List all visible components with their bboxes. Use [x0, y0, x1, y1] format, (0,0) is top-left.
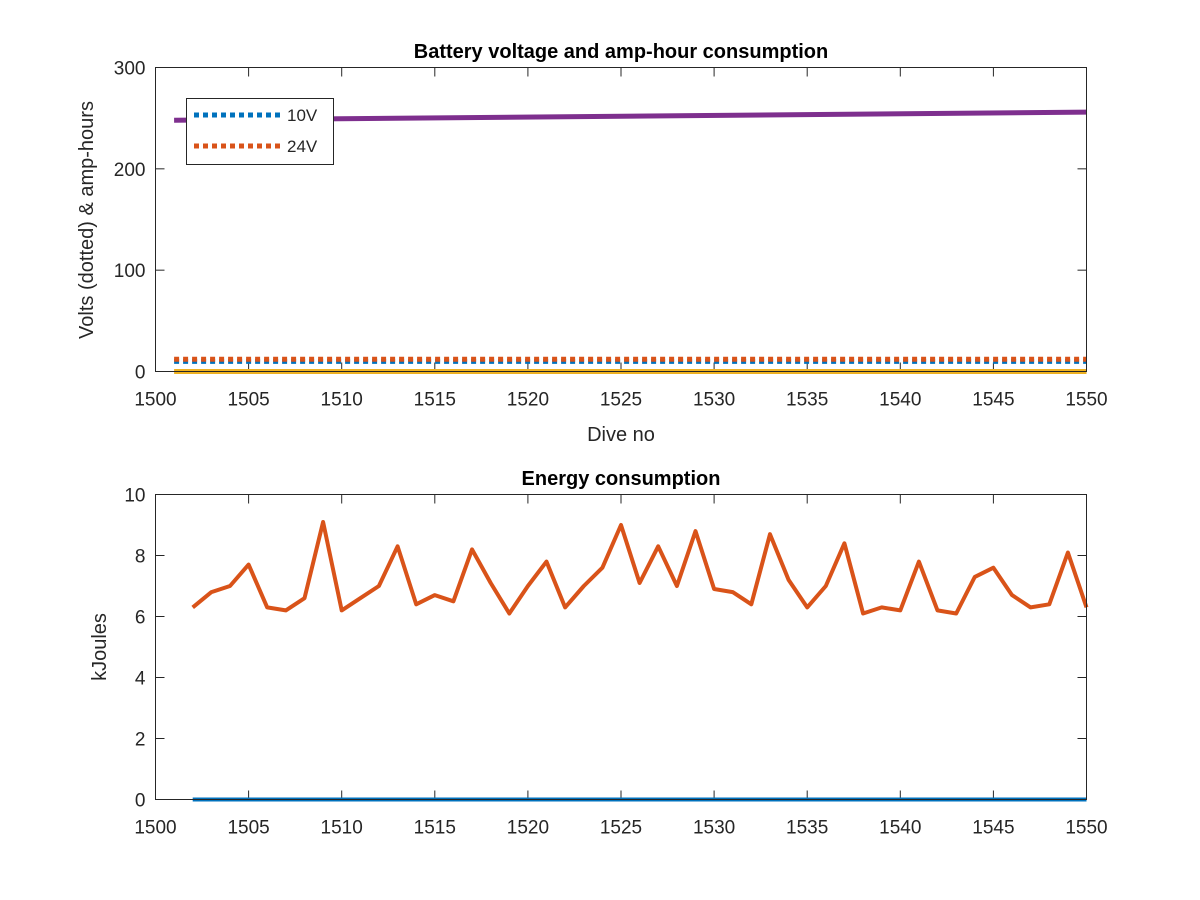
voltage-plot-title: Battery voltage and amp-hour consumption [414, 41, 828, 63]
energy-x-tick-label: 1525 [600, 818, 642, 839]
energy-plot-title: Energy consumption [522, 468, 721, 490]
energy-y-tick-label: 2 [135, 730, 146, 751]
energy-y-tick-label: 8 [135, 547, 146, 568]
voltage-subplot: Battery voltage and amp-hour consumption… [76, 41, 1108, 446]
voltage-y-tick-label: 0 [135, 363, 146, 384]
energy-y-tick-label: 0 [135, 791, 146, 812]
voltage-x-axis-title: Dive no [587, 424, 655, 446]
voltage-y-tick-label: 200 [114, 160, 146, 181]
legend-label-24v: 24V [287, 137, 318, 156]
energy-y-tick-label: 4 [135, 669, 146, 690]
voltage-x-tick-label: 1530 [693, 390, 735, 411]
energy-x-tick-label: 1535 [786, 818, 828, 839]
voltage-x-tick-label: 1500 [134, 390, 176, 411]
energy-x-tick-label: 1550 [1065, 818, 1107, 839]
voltage-x-tick-label: 1535 [786, 390, 828, 411]
energy-axes-box [155, 494, 1087, 800]
energy-axis-ticks: 1500 1505 1510 1515 1520 1525 1530 1535 1540 1545… [124, 486, 1107, 839]
voltage-x-tick-label: 1550 [1065, 390, 1107, 411]
voltage-y-axis-title: Volts (dotted) & amp-hours [76, 101, 98, 339]
energy-x-tick-label: 1520 [507, 818, 549, 839]
energy-series-line-1 [191, 520, 1089, 616]
energy-x-tick-label: 1540 [879, 818, 921, 839]
voltage-x-tick-label: 1540 [879, 390, 921, 411]
energy-subplot: Energy consumption kJoules 1500 1505 1510 1… [89, 468, 1108, 839]
energy-x-tick-label: 1515 [414, 818, 456, 839]
energy-y-tick-label: 6 [135, 608, 146, 629]
legend-label-10v: 10V [287, 106, 318, 125]
energy-x-tick-label: 1530 [693, 818, 735, 839]
voltage-x-tick-label: 1545 [972, 390, 1014, 411]
energy-x-tick-label: 1545 [972, 818, 1014, 839]
voltage-x-tick-label: 1520 [507, 390, 549, 411]
voltage-y-tick-label: 100 [114, 261, 146, 282]
voltage-y-tick-label: 300 [114, 59, 146, 80]
energy-x-tick-label: 1510 [321, 818, 363, 839]
voltage-x-tick-label: 1525 [600, 390, 642, 411]
voltage-legend: 10V 24V [186, 98, 334, 165]
energy-x-tick-label: 1505 [227, 818, 269, 839]
voltage-axis-ticks: 1500 1505 1510 1515 1520 1525 1530 1535 1540 1545… [114, 59, 1108, 411]
energy-x-tick-label: 1500 [134, 818, 176, 839]
voltage-x-tick-label: 1510 [321, 390, 363, 411]
energy-y-axis-title: kJoules [89, 613, 111, 681]
voltage-x-tick-label: 1505 [227, 390, 269, 411]
voltage-axes-box [155, 67, 1087, 372]
voltage-x-tick-label: 1515 [414, 390, 456, 411]
legend-box [186, 98, 334, 165]
energy-y-tick-label: 10 [124, 486, 145, 507]
